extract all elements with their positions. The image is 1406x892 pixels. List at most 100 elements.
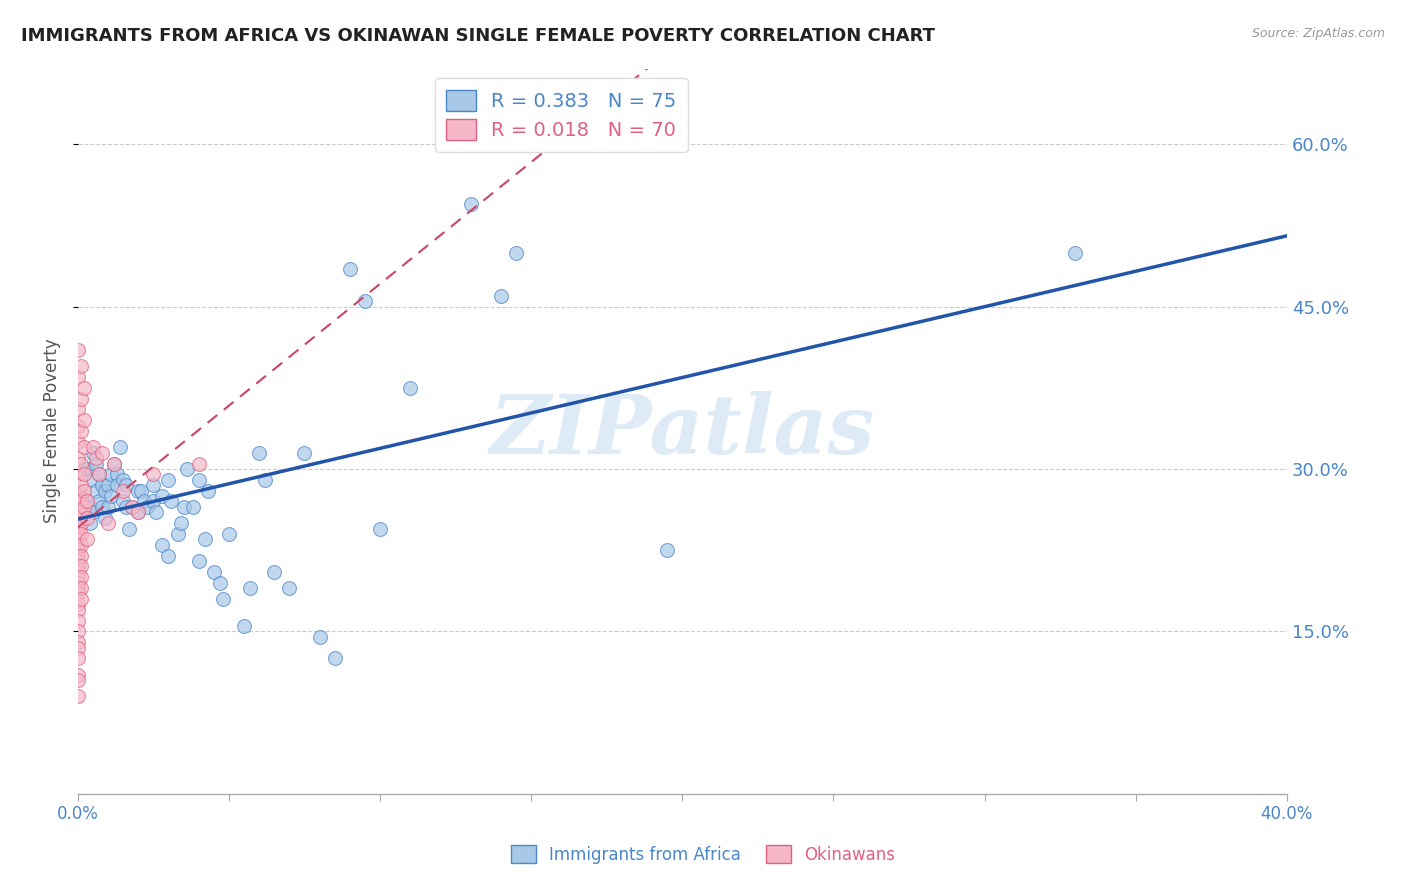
Point bbox=[91, 500, 114, 514]
Point bbox=[94, 510, 117, 524]
Point bbox=[100, 467, 122, 482]
Legend: R = 0.383   N = 75, R = 0.018   N = 70: R = 0.383 N = 75, R = 0.018 N = 70 bbox=[434, 78, 688, 152]
Point bbox=[66, 451, 89, 466]
Point bbox=[82, 440, 104, 454]
Point bbox=[105, 478, 128, 492]
Text: IMMIGRANTS FROM AFRICA VS OKINAWAN SINGLE FEMALE POVERTY CORRELATION CHART: IMMIGRANTS FROM AFRICA VS OKINAWAN SINGL… bbox=[21, 27, 935, 45]
Point bbox=[87, 467, 110, 482]
Point bbox=[69, 559, 91, 574]
Point bbox=[254, 473, 277, 487]
Point bbox=[105, 467, 128, 482]
Point bbox=[66, 343, 89, 357]
Point bbox=[76, 494, 98, 508]
Point bbox=[69, 570, 91, 584]
Point bbox=[134, 494, 156, 508]
Text: Source: ZipAtlas.com: Source: ZipAtlas.com bbox=[1251, 27, 1385, 40]
Point bbox=[121, 500, 143, 514]
Point bbox=[97, 516, 120, 530]
Point bbox=[218, 527, 240, 541]
Point bbox=[66, 635, 89, 649]
Point bbox=[187, 473, 209, 487]
Point bbox=[66, 575, 89, 590]
Point bbox=[354, 294, 377, 309]
Point bbox=[66, 565, 89, 579]
Point bbox=[69, 516, 91, 530]
Point bbox=[91, 446, 114, 460]
Point bbox=[84, 457, 107, 471]
Point bbox=[66, 640, 89, 655]
Point bbox=[73, 500, 96, 514]
Point bbox=[82, 505, 104, 519]
Point bbox=[73, 467, 96, 482]
Point bbox=[82, 446, 104, 460]
Point bbox=[69, 424, 91, 438]
Point bbox=[76, 510, 98, 524]
Point bbox=[505, 245, 527, 260]
Point bbox=[197, 483, 219, 498]
Point bbox=[66, 690, 89, 704]
Point bbox=[103, 457, 125, 471]
Point bbox=[108, 440, 131, 454]
Point bbox=[160, 494, 183, 508]
Point bbox=[79, 500, 101, 514]
Point bbox=[1064, 245, 1087, 260]
Point bbox=[66, 559, 89, 574]
Point bbox=[66, 510, 89, 524]
Point bbox=[66, 527, 89, 541]
Point bbox=[66, 483, 89, 498]
Point bbox=[247, 446, 270, 460]
Point bbox=[100, 489, 122, 503]
Point bbox=[239, 581, 262, 595]
Point bbox=[294, 446, 316, 460]
Point bbox=[112, 473, 135, 487]
Point bbox=[118, 521, 141, 535]
Text: ZIPatlas: ZIPatlas bbox=[489, 391, 875, 471]
Point bbox=[66, 554, 89, 568]
Point bbox=[115, 500, 138, 514]
Point bbox=[368, 521, 391, 535]
Y-axis label: Single Female Poverty: Single Female Poverty bbox=[44, 339, 60, 524]
Point bbox=[157, 473, 180, 487]
Point bbox=[66, 651, 89, 665]
Point bbox=[91, 478, 114, 492]
Point bbox=[66, 543, 89, 558]
Point bbox=[66, 581, 89, 595]
Point bbox=[66, 602, 89, 616]
Point bbox=[66, 586, 89, 600]
Point bbox=[69, 505, 91, 519]
Point bbox=[69, 538, 91, 552]
Point bbox=[66, 434, 89, 449]
Point bbox=[339, 261, 361, 276]
Point bbox=[94, 483, 117, 498]
Point bbox=[657, 543, 679, 558]
Point bbox=[176, 462, 198, 476]
Point bbox=[208, 575, 231, 590]
Point bbox=[84, 451, 107, 466]
Point bbox=[112, 483, 135, 498]
Point bbox=[136, 500, 159, 514]
Point bbox=[79, 516, 101, 530]
Point bbox=[69, 527, 91, 541]
Point bbox=[187, 554, 209, 568]
Point bbox=[69, 359, 91, 373]
Point bbox=[460, 196, 482, 211]
Point bbox=[84, 483, 107, 498]
Point bbox=[194, 533, 217, 547]
Point bbox=[69, 457, 91, 471]
Point bbox=[76, 494, 98, 508]
Point bbox=[399, 381, 422, 395]
Point bbox=[66, 500, 89, 514]
Point bbox=[66, 597, 89, 611]
Point bbox=[73, 381, 96, 395]
Point bbox=[76, 462, 98, 476]
Point bbox=[69, 392, 91, 406]
Point bbox=[66, 570, 89, 584]
Point bbox=[112, 494, 135, 508]
Point bbox=[115, 478, 138, 492]
Point bbox=[66, 418, 89, 433]
Point bbox=[66, 614, 89, 628]
Point bbox=[66, 489, 89, 503]
Point bbox=[76, 533, 98, 547]
Point bbox=[129, 483, 152, 498]
Point bbox=[169, 516, 191, 530]
